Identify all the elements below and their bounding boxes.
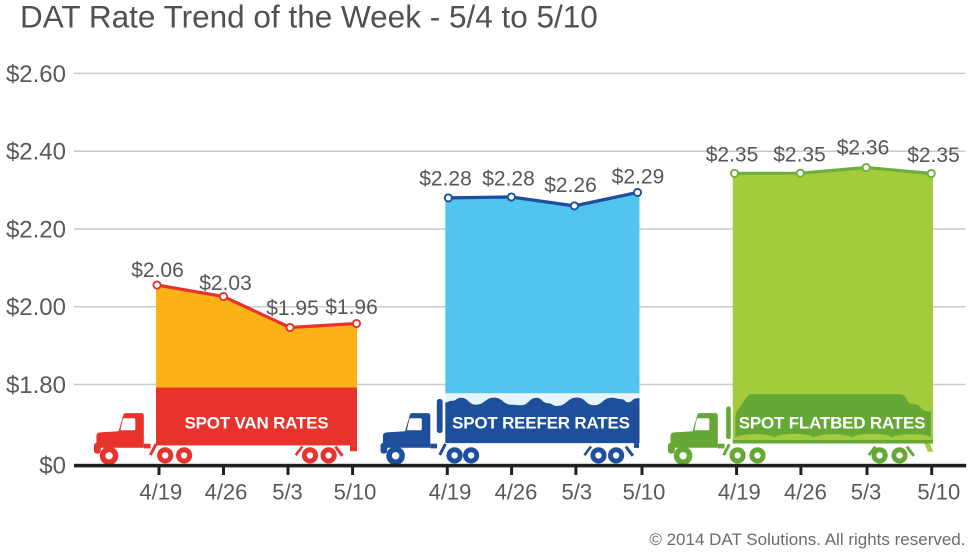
- svg-text:$0: $0: [39, 453, 66, 480]
- svg-text:$2.60: $2.60: [6, 61, 66, 88]
- svg-text:5/10: 5/10: [623, 480, 666, 505]
- svg-text:$2.40: $2.40: [6, 139, 66, 166]
- svg-text:5/10: 5/10: [917, 480, 960, 505]
- svg-text:SPOT FLATBED RATES: SPOT FLATBED RATES: [739, 413, 926, 432]
- svg-text:5/10: 5/10: [334, 480, 377, 505]
- svg-text:$2.36: $2.36: [837, 137, 890, 160]
- svg-text:4/19: 4/19: [718, 480, 761, 505]
- svg-text:$2.35: $2.35: [907, 144, 960, 167]
- svg-text:© 2014 DAT Solutions. All righ: © 2014 DAT Solutions. All rights reserve…: [649, 530, 965, 549]
- svg-text:$2.03: $2.03: [199, 272, 252, 295]
- svg-text:SPOT VAN RATES: SPOT VAN RATES: [185, 413, 329, 432]
- svg-text:$2.28: $2.28: [482, 168, 535, 191]
- svg-text:DAT Rate Trend of the Week - 5: DAT Rate Trend of the Week - 5/4 to 5/10: [20, 0, 598, 35]
- svg-text:4/26: 4/26: [495, 480, 538, 505]
- svg-text:SPOT REEFER RATES: SPOT REEFER RATES: [452, 413, 630, 432]
- svg-text:$2.26: $2.26: [544, 174, 597, 197]
- svg-text:$1.80: $1.80: [6, 372, 66, 399]
- svg-text:4/26: 4/26: [784, 480, 827, 505]
- svg-text:$1.96: $1.96: [325, 296, 378, 319]
- svg-text:$1.95: $1.95: [266, 297, 319, 320]
- svg-text:5/3: 5/3: [272, 480, 303, 505]
- svg-text:$2.29: $2.29: [612, 166, 665, 189]
- svg-text:5/3: 5/3: [851, 480, 882, 505]
- svg-text:4/26: 4/26: [205, 480, 248, 505]
- svg-text:4/19: 4/19: [429, 480, 472, 505]
- svg-text:5/3: 5/3: [562, 480, 593, 505]
- svg-text:$2.35: $2.35: [706, 144, 759, 167]
- svg-text:$2.35: $2.35: [773, 144, 826, 167]
- svg-text:4/19: 4/19: [139, 480, 182, 505]
- svg-text:$2.28: $2.28: [419, 168, 472, 191]
- svg-text:$2.00: $2.00: [6, 294, 66, 321]
- svg-text:$2.20: $2.20: [6, 217, 66, 244]
- svg-text:$2.06: $2.06: [131, 259, 184, 282]
